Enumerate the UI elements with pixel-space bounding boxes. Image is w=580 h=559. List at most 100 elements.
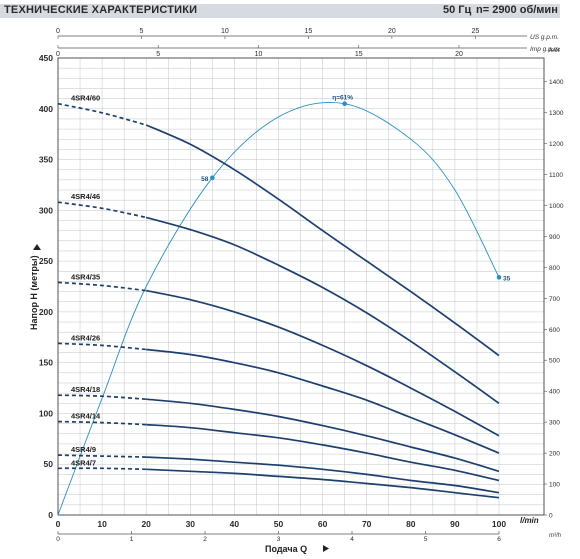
feet-tick-label: 100 xyxy=(549,482,560,489)
feet-tick-label: 900 xyxy=(549,234,560,241)
x-tick-label: 80 xyxy=(406,519,416,529)
series-label: 4SR4/18 xyxy=(71,385,100,394)
series-label: 4SR4/26 xyxy=(71,333,100,342)
efficiency-point-label: η=61% xyxy=(332,95,353,102)
us-tick-label: 10 xyxy=(221,28,229,35)
feet-tick-label: 0 xyxy=(549,513,553,520)
series-line xyxy=(145,124,500,357)
series-line xyxy=(145,216,500,404)
series-label: 4SR4/35 xyxy=(71,272,100,281)
header: ТЕХНИЧЕСКИЕ ХАРАКТЕРИСТИКИ 50 Гц n= 2900… xyxy=(0,0,580,24)
y-tick-label: 450 xyxy=(39,53,53,63)
feet-tick-label: 1000 xyxy=(549,203,564,210)
series-line-dashed xyxy=(57,467,147,471)
series-line-dashed xyxy=(57,342,147,351)
x-unit-lmin: l/min xyxy=(520,516,539,525)
x-axis-label: Подача Q xyxy=(265,544,307,554)
y-tick-label: 200 xyxy=(39,307,53,317)
y-tick-label: 400 xyxy=(39,104,53,114)
imp-tick-label: 5 xyxy=(156,51,160,58)
series-line-dashed xyxy=(57,420,147,426)
x-tick-label: 10 xyxy=(97,519,107,529)
y-tick-label: 350 xyxy=(39,155,53,165)
y-tick-label: 0 xyxy=(48,510,53,520)
y-tick-label: 50 xyxy=(44,459,54,469)
series-label: 4SR4/14 xyxy=(71,412,101,421)
series-line xyxy=(146,468,500,499)
header-speed: n= 2900 об/мин xyxy=(476,4,558,16)
y-tick-label: 250 xyxy=(39,256,53,266)
efficiency-curve xyxy=(57,101,500,516)
imp-axis-label: Imp g.p.m. xyxy=(530,46,561,53)
imp-tick-label: 0 xyxy=(56,51,60,58)
x-tick-label: 90 xyxy=(450,519,460,529)
efficiency-point xyxy=(210,175,215,181)
feet-tick-label: 1200 xyxy=(549,141,564,148)
x-tick-label: 0 xyxy=(56,519,61,529)
us-axis-label: US g.p.m. xyxy=(530,34,559,41)
series-line-dashed xyxy=(57,102,147,126)
series-label: 4SR4/46 xyxy=(71,192,100,201)
header-band xyxy=(0,4,560,18)
m3h-tick-label: 5 xyxy=(424,536,428,543)
x-tick-label: 100 xyxy=(492,519,506,529)
series-line xyxy=(146,456,500,494)
x-tick-label: 20 xyxy=(141,519,151,529)
series-line-dashed xyxy=(57,281,147,292)
series-line xyxy=(146,398,500,473)
feet-tick-label: 800 xyxy=(549,265,560,272)
x-tick-label: 60 xyxy=(318,519,328,529)
efficiency-point-label: 58 xyxy=(201,176,209,183)
us-tick-label: 0 xyxy=(56,28,60,35)
m3h-tick-label: 6 xyxy=(497,536,501,543)
series-label: 4SR4/7 xyxy=(71,458,96,467)
header-title: ТЕХНИЧЕСКИЕ ХАРАКТЕРИСТИКИ xyxy=(4,4,198,16)
m3h-tick-label: 2 xyxy=(203,536,207,543)
series-line xyxy=(146,289,500,437)
efficiency-point xyxy=(496,275,502,280)
feet-tick-label: 1300 xyxy=(549,110,564,117)
feet-tick-label: 200 xyxy=(549,451,560,458)
m3h-tick-label: 1 xyxy=(130,536,134,543)
header-frequency: 50 Гц xyxy=(443,4,472,16)
imp-tick-label: 20 xyxy=(455,51,463,58)
feet-tick-label: 400 xyxy=(549,389,560,396)
y-axis-label: Напор H (метры) xyxy=(29,255,39,330)
y-tick-label: 150 xyxy=(39,358,53,368)
series-line-dashed xyxy=(57,201,147,219)
x-tick-label: 40 xyxy=(230,519,240,529)
x-tick-label: 70 xyxy=(362,519,372,529)
imp-tick-label: 10 xyxy=(255,51,263,58)
series-label: 4SR4/9 xyxy=(71,445,96,454)
feet-tick-label: 500 xyxy=(549,358,560,365)
y-tick-label: 300 xyxy=(39,205,53,215)
series-label: 4SR4/60 xyxy=(71,94,100,103)
series-line-dashed xyxy=(57,394,147,401)
grid-layer xyxy=(57,57,544,516)
y-tick-label: 100 xyxy=(39,408,53,418)
m3h-tick-label: 0 xyxy=(56,536,60,543)
series-line xyxy=(146,348,500,454)
efficiency-point-label: 35 xyxy=(503,275,511,282)
y-axis-arrow xyxy=(33,244,41,250)
feet-tick-label: 1100 xyxy=(549,172,563,179)
m3h-tick-label: 3 xyxy=(277,536,281,543)
us-tick-label: 5 xyxy=(140,28,144,35)
x-tick-label: 30 xyxy=(186,519,196,529)
feet-tick-label: 1400 xyxy=(549,79,564,86)
us-tick-label: 15 xyxy=(305,28,313,35)
us-tick-label: 25 xyxy=(471,28,479,35)
feet-tick-label: 700 xyxy=(549,296,560,303)
feet-tick-label: 300 xyxy=(549,420,560,427)
series-line-dashed xyxy=(57,454,147,458)
curves-layer: 4SR4/60 4SR4/46 4SR4/35 4SR4/26 4SR4/18 4SR4/… xyxy=(57,94,500,499)
feet-tick-label: 600 xyxy=(549,327,560,334)
imp-tick-label: 15 xyxy=(355,51,363,58)
x-unit-m3h: m³/h xyxy=(549,533,562,539)
efficiency-point xyxy=(342,101,347,106)
top-axes: US g.p.m. Imp g.p.m. xyxy=(58,34,561,53)
efficiency-layer: 58 η=61% 35 xyxy=(57,95,511,516)
ticks-layer: 0 10 20 30 40 50 60 70 80 90 1000 1 2 3 4 5 605010015020… xyxy=(39,28,564,543)
series-line xyxy=(146,423,500,482)
